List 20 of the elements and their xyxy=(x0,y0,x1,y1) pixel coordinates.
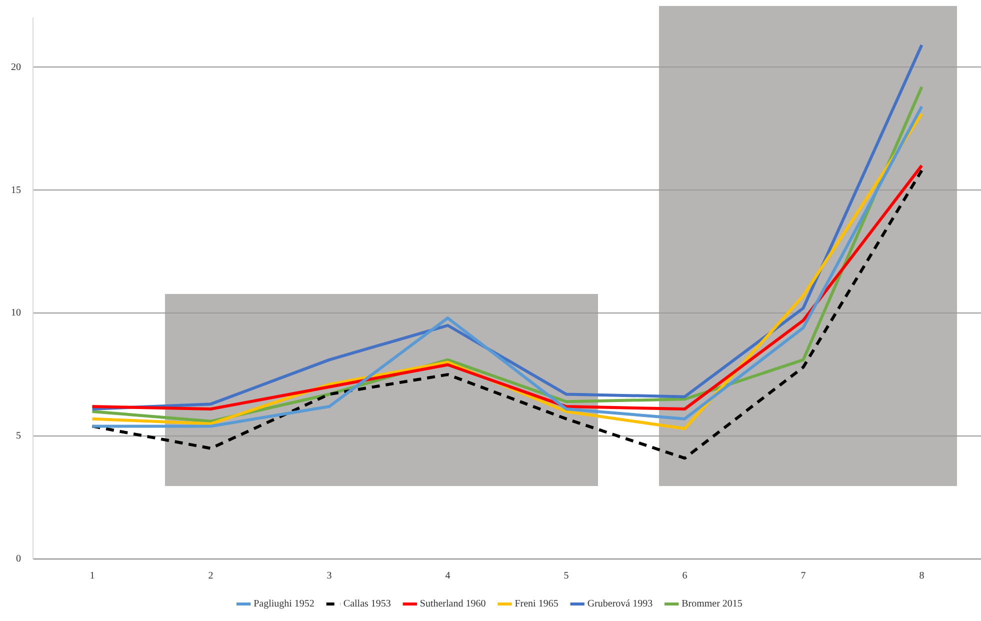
x-tick-label: 3 xyxy=(326,570,332,582)
legend-label: Freni 1965 xyxy=(514,598,558,610)
y-tick-label: 0 xyxy=(16,554,21,565)
x-tick-label: 1 xyxy=(90,570,95,582)
x-tick-label: 6 xyxy=(682,570,688,582)
y-tick-label: 20 xyxy=(11,62,21,73)
x-tick-label: 4 xyxy=(445,570,450,582)
y-tick-label: 15 xyxy=(11,184,21,196)
line-series xyxy=(90,168,924,460)
legend-label: Sutherland 1960 xyxy=(420,598,486,610)
x-tick-label: 2 xyxy=(208,570,214,582)
y-tick-label: 5 xyxy=(16,430,21,442)
x-tick-label: 7 xyxy=(800,570,806,582)
legend-label: Brommer 2015 xyxy=(682,598,742,610)
x-tick-label: 5 xyxy=(564,570,569,582)
legend-label: Pagliughi 1952 xyxy=(254,598,314,610)
y-tick-label: 10 xyxy=(11,308,21,319)
legend-label: Gruberová 1993 xyxy=(587,598,653,610)
x-tick-label: 8 xyxy=(919,570,924,582)
legend-label: Callas 1953 xyxy=(343,598,391,610)
